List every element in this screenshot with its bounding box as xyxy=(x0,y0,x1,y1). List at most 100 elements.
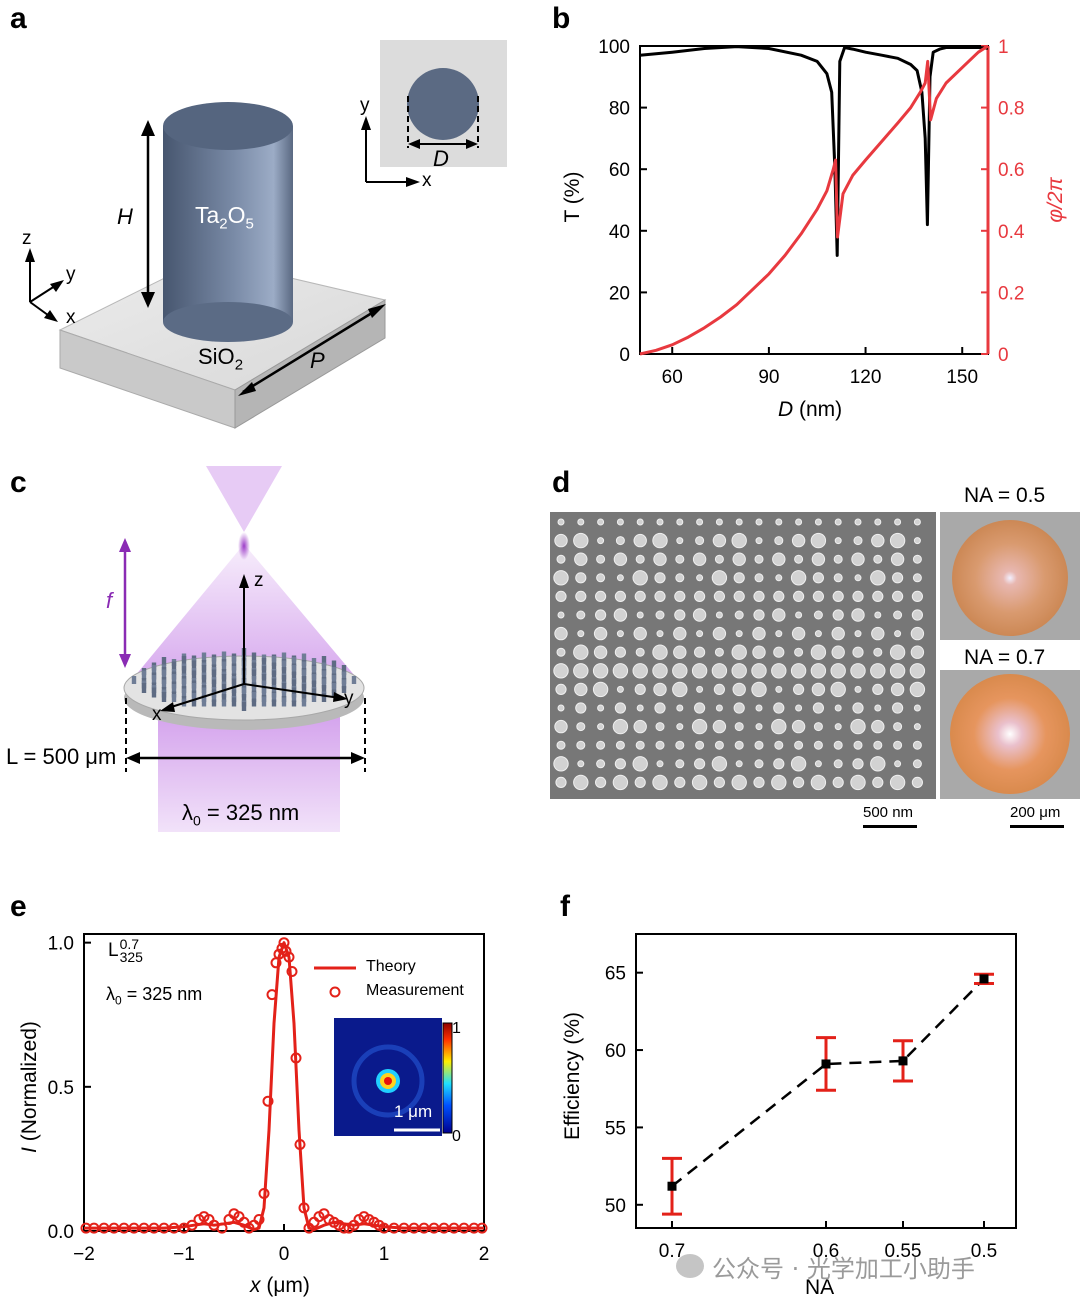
sem-pillar xyxy=(874,611,882,619)
sem-pillar xyxy=(612,718,629,735)
sem-pillar xyxy=(734,610,744,620)
sem-pillar xyxy=(573,663,589,679)
sem-pillar xyxy=(755,518,763,526)
inset-cbar-max: 1 xyxy=(452,1020,461,1037)
sem-pillar xyxy=(751,681,767,698)
sem-pillar xyxy=(696,685,704,693)
sem-pillar xyxy=(616,685,624,693)
sem-pillar xyxy=(890,682,905,697)
sem-pillar xyxy=(595,776,607,788)
sem-pillar xyxy=(674,776,686,788)
focal-profile-chart: −2 −1 0 1 2 0.0 0.5 1.0 xyxy=(48,933,489,1265)
sem-pillar xyxy=(912,554,922,564)
lens-pillar xyxy=(181,678,187,689)
lens-pillar xyxy=(221,699,227,707)
lens-pillar xyxy=(241,687,247,698)
sem-pillar xyxy=(909,663,926,679)
sem-pillar xyxy=(773,646,785,658)
sem-pillar xyxy=(595,590,607,603)
measurement-point xyxy=(308,1216,320,1228)
sem-pillar xyxy=(715,704,723,712)
period-arrow xyxy=(242,306,381,394)
lens-pillar xyxy=(351,676,357,684)
lens-pillar xyxy=(161,679,167,689)
sem-pillar xyxy=(733,572,745,584)
sem-pillar xyxy=(735,760,743,768)
sem-pillar xyxy=(614,702,627,714)
sem-pillar xyxy=(576,610,586,620)
sem-pillar xyxy=(910,626,925,641)
watermark-text: 公众号 · 光学加工小助手 xyxy=(712,1254,975,1283)
sem-pillar xyxy=(833,554,843,564)
theory-series-line xyxy=(84,941,484,1232)
sem-pillar xyxy=(834,704,842,712)
sem-pillar xyxy=(775,685,783,693)
sem-pillar xyxy=(633,533,647,548)
sem-pillar xyxy=(892,590,904,603)
lens-pillar xyxy=(171,674,177,684)
chart-f-xtick-label: 0.5 xyxy=(971,1241,997,1262)
axes-3d-icon xyxy=(25,248,64,322)
focal-spot-inset xyxy=(334,1018,442,1136)
sem-pillar xyxy=(676,704,684,712)
sem-pillar xyxy=(596,759,606,769)
sem-pillar xyxy=(712,626,727,641)
lens-pillar xyxy=(211,679,217,689)
sem-pillar xyxy=(655,722,665,732)
sem-pillar xyxy=(773,590,785,603)
sem-pillar xyxy=(731,532,747,549)
sem-pillar xyxy=(734,722,744,732)
sem-pillar xyxy=(633,626,647,641)
lens-pillar xyxy=(271,670,277,680)
sem-pillar xyxy=(753,776,765,788)
sem-pillar xyxy=(772,552,786,566)
sem-pillar xyxy=(715,611,723,619)
lens-pillar xyxy=(221,661,227,671)
sem-pillar xyxy=(636,704,644,712)
lens-pillar xyxy=(321,670,327,680)
sem-pillar xyxy=(889,532,906,549)
sem-pillar xyxy=(554,533,568,548)
measurement-point xyxy=(476,1222,488,1234)
sem-pillar xyxy=(555,776,567,788)
lens-pillar xyxy=(321,685,327,693)
sem-pillar xyxy=(676,537,684,545)
sem-pillar xyxy=(832,776,844,788)
lens-pillar xyxy=(281,697,287,707)
sem-pillar xyxy=(874,518,882,526)
sem-pillar xyxy=(911,609,923,621)
sem-pillar xyxy=(613,608,628,622)
sem-pillar xyxy=(810,644,827,660)
sem-pillar xyxy=(889,663,906,679)
sem-pillar xyxy=(675,573,685,583)
sem-pillar xyxy=(733,590,745,603)
lens-pillar xyxy=(231,666,237,675)
sem-pillar xyxy=(833,573,843,583)
sem-pillar xyxy=(674,590,686,603)
measurement-point xyxy=(253,1214,265,1225)
sem-pillar xyxy=(555,590,567,603)
sem-pillar xyxy=(692,608,707,622)
sem-pillar xyxy=(713,776,725,788)
sem-pillar xyxy=(811,552,826,566)
sem-pillar xyxy=(793,590,805,603)
lens-pillar xyxy=(281,652,287,662)
sem-pillar xyxy=(596,740,606,750)
sem-pillar xyxy=(791,719,806,734)
sem-pillar xyxy=(894,518,902,526)
sem-pillar xyxy=(732,682,746,697)
axis-x-label: x xyxy=(66,307,76,328)
sem-pillar xyxy=(593,645,608,659)
sem-pillar xyxy=(654,702,666,714)
period-label: P xyxy=(310,348,325,373)
sem-pillar xyxy=(811,682,826,697)
sem-pillar xyxy=(574,552,588,566)
sem-pillar xyxy=(612,774,629,791)
lens-pillar xyxy=(251,676,257,684)
sem-pillar xyxy=(676,518,684,526)
lens-pillar xyxy=(201,697,207,707)
lens-pillar xyxy=(331,667,337,675)
sem-pillar xyxy=(613,552,628,566)
sem-pillar xyxy=(890,552,905,566)
sem-pillar xyxy=(735,518,743,526)
